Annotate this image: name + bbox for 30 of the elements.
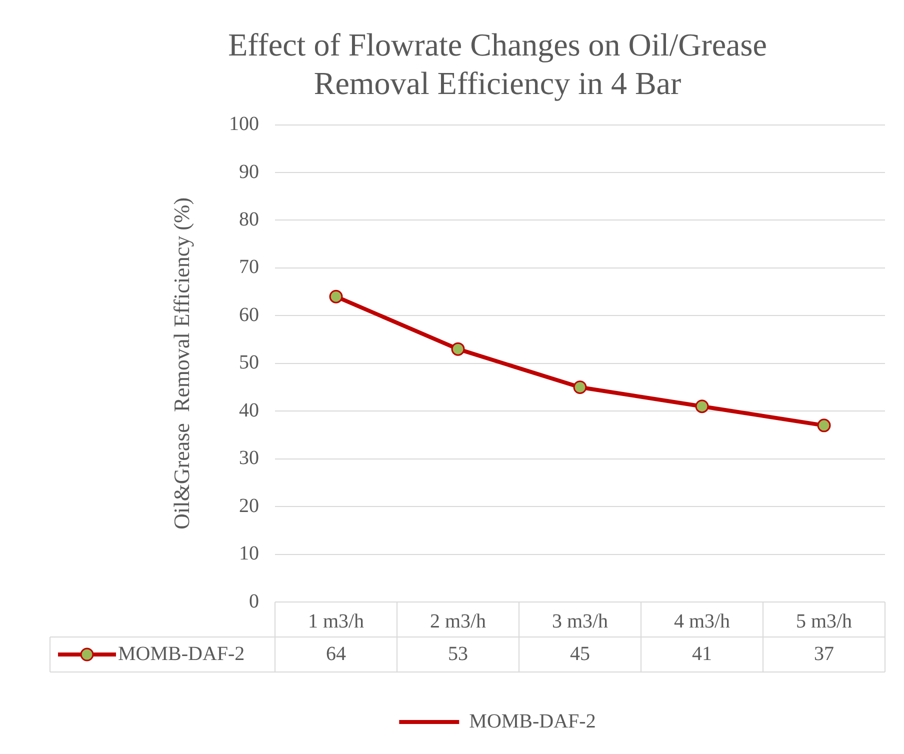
x-tick-label: 5 m3/h xyxy=(796,610,852,632)
data-label: 64 xyxy=(326,642,346,665)
data-label: 45 xyxy=(570,642,590,665)
point xyxy=(573,380,587,394)
x-tick-label: 1 m3/h xyxy=(308,610,364,632)
point xyxy=(451,342,465,356)
data-label: 53 xyxy=(448,642,468,665)
y-tick-label: 10 xyxy=(239,542,259,565)
y-tick-label: 90 xyxy=(239,160,259,183)
y-tick-label: 80 xyxy=(239,208,259,230)
x-tick-label: 2 m3/h xyxy=(430,610,486,632)
point xyxy=(329,290,343,304)
y-tick-label: 70 xyxy=(239,256,259,278)
y-tick-label: 50 xyxy=(239,352,259,374)
y-tick-label: 0 xyxy=(249,590,259,612)
y-tick-label: 20 xyxy=(239,494,259,517)
chart-title: Effect of Flowrate Changes on Oil/Grease Removal Efficiency in 4 Bar xyxy=(228,26,767,102)
x-tick-label: 4 m3/h xyxy=(674,610,730,632)
y-tick-label: 100 xyxy=(229,113,259,136)
data-label: 37 xyxy=(814,642,834,665)
data-label: 41 xyxy=(692,642,712,665)
y-tick-label: 60 xyxy=(239,304,259,326)
point xyxy=(817,418,831,432)
y-tick-label: 30 xyxy=(239,447,259,470)
y-tick-label: 40 xyxy=(239,399,259,422)
point xyxy=(695,400,709,414)
y-axis-title: Oil&Grease Removal Efficiency (%) xyxy=(168,197,194,530)
x-tick-label: 3 m3/h xyxy=(552,610,608,632)
legend-label: MOMB-DAF-2 xyxy=(118,642,245,665)
text: MOMB-DAF-2 xyxy=(469,710,596,732)
